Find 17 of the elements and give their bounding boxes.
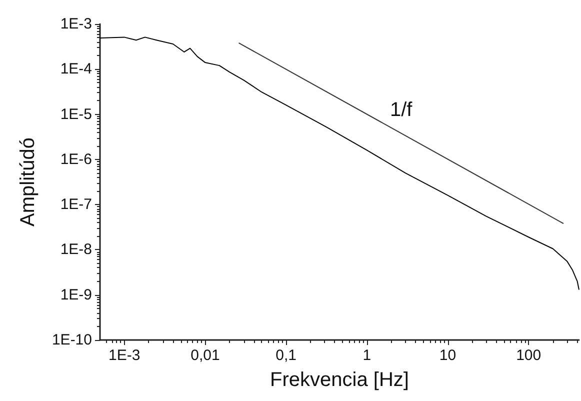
x-tick-label: 10	[439, 347, 456, 364]
x-tick-label: 0,1	[276, 347, 296, 364]
y-tick-label: 1E-4	[60, 60, 92, 78]
x-tick-label: 1	[362, 347, 372, 364]
y-tick-label: 1E-8	[60, 241, 92, 258]
x-tick-label: 0,01	[190, 347, 220, 364]
y-tick-label: 1E-3	[60, 16, 92, 32]
y-axis-title: Amplitúdó	[17, 138, 39, 226]
y-tick-label: 1E-9	[60, 286, 92, 304]
x-tick-label: 1E-3	[108, 347, 140, 364]
y-tick-label: 1E-7	[60, 196, 92, 214]
y-tick-label: 1E-10	[52, 332, 92, 348]
x-tick-label: 100	[516, 347, 542, 364]
annotation: 1/f	[390, 99, 413, 121]
y-tick-label: 1E-5	[60, 106, 92, 123]
x-axis-title: Frekvencia [Hz]	[270, 369, 409, 391]
y-tick-label: 1E-6	[60, 150, 92, 168]
